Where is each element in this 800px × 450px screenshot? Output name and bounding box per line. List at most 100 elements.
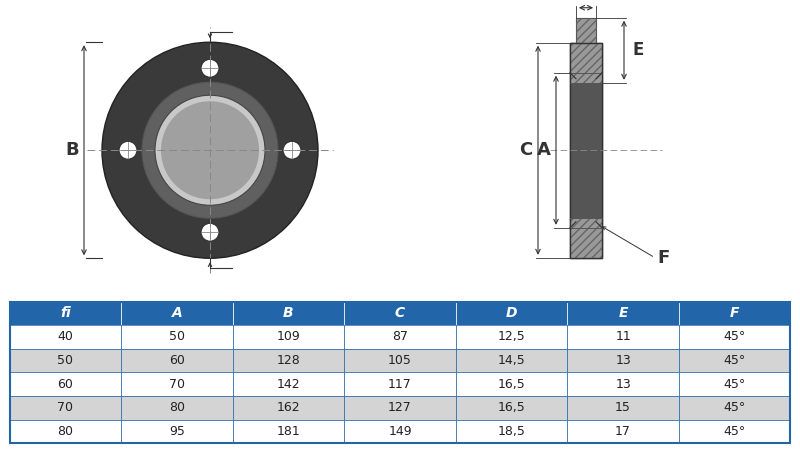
Bar xyxy=(10,325,121,349)
Bar xyxy=(233,325,344,349)
Bar xyxy=(121,419,233,443)
Text: 15: 15 xyxy=(615,401,631,414)
Circle shape xyxy=(201,223,219,241)
Text: 60: 60 xyxy=(169,354,185,367)
Text: 14,5: 14,5 xyxy=(498,354,526,367)
Bar xyxy=(567,373,679,396)
Bar xyxy=(576,18,596,43)
Bar xyxy=(10,419,121,443)
Bar xyxy=(344,325,456,349)
Bar xyxy=(121,325,233,349)
Bar xyxy=(456,302,567,325)
Text: 45°: 45° xyxy=(723,401,746,414)
Bar xyxy=(679,325,790,349)
Circle shape xyxy=(155,95,265,205)
Circle shape xyxy=(161,101,259,199)
Text: A: A xyxy=(537,141,551,159)
Text: 162: 162 xyxy=(277,401,300,414)
Bar xyxy=(121,302,233,325)
Bar xyxy=(344,302,456,325)
Text: 45°: 45° xyxy=(723,354,746,367)
Text: F: F xyxy=(657,249,670,267)
Text: 127: 127 xyxy=(388,401,412,414)
Text: 80: 80 xyxy=(169,401,185,414)
Text: 45°: 45° xyxy=(723,330,746,343)
Text: 149: 149 xyxy=(388,425,412,438)
Bar xyxy=(567,349,679,373)
Bar xyxy=(456,349,567,373)
Bar xyxy=(456,325,567,349)
Text: 142: 142 xyxy=(277,378,300,391)
Bar xyxy=(567,302,679,325)
Text: 45°: 45° xyxy=(723,425,746,438)
Bar xyxy=(456,373,567,396)
Text: B: B xyxy=(283,306,294,320)
Bar xyxy=(567,419,679,443)
Text: 60: 60 xyxy=(58,378,74,391)
Bar xyxy=(679,419,790,443)
Text: 11: 11 xyxy=(615,330,631,343)
Text: 128: 128 xyxy=(277,354,300,367)
Bar xyxy=(679,302,790,325)
Bar xyxy=(570,43,602,258)
Bar xyxy=(233,396,344,419)
Text: 16,5: 16,5 xyxy=(498,401,526,414)
Circle shape xyxy=(119,141,137,159)
Bar xyxy=(570,43,602,83)
Text: 80: 80 xyxy=(58,425,74,438)
Bar xyxy=(570,73,602,228)
Bar xyxy=(679,396,790,419)
Bar xyxy=(233,349,344,373)
Bar xyxy=(121,349,233,373)
Circle shape xyxy=(102,42,318,258)
Bar xyxy=(570,43,602,258)
Bar xyxy=(456,419,567,443)
Text: 40: 40 xyxy=(58,330,74,343)
Text: 181: 181 xyxy=(277,425,300,438)
Text: 17: 17 xyxy=(615,425,631,438)
Bar xyxy=(679,373,790,396)
Circle shape xyxy=(201,59,219,77)
Circle shape xyxy=(142,82,278,218)
Text: fi: fi xyxy=(60,306,70,320)
Text: 70: 70 xyxy=(169,378,185,391)
Bar xyxy=(344,419,456,443)
Bar xyxy=(576,18,596,43)
Bar xyxy=(10,396,121,419)
Bar xyxy=(570,218,602,258)
Bar xyxy=(121,373,233,396)
Bar xyxy=(344,373,456,396)
Text: A: A xyxy=(171,306,182,320)
Text: 117: 117 xyxy=(388,378,412,391)
Bar xyxy=(10,373,121,396)
Text: E: E xyxy=(633,41,644,59)
Bar xyxy=(121,396,233,419)
Circle shape xyxy=(283,141,301,159)
Text: 70: 70 xyxy=(58,401,74,414)
Text: C: C xyxy=(519,141,533,159)
Text: 87: 87 xyxy=(392,330,408,343)
Text: B: B xyxy=(65,141,79,159)
Bar xyxy=(570,218,602,258)
Bar xyxy=(344,349,456,373)
Text: F: F xyxy=(730,306,739,320)
Bar xyxy=(570,43,602,258)
Bar xyxy=(233,302,344,325)
Bar xyxy=(567,396,679,419)
Text: 109: 109 xyxy=(277,330,300,343)
Text: 13: 13 xyxy=(615,378,631,391)
Text: 50: 50 xyxy=(58,354,74,367)
Text: 95: 95 xyxy=(169,425,185,438)
Text: C: C xyxy=(395,306,405,320)
Bar xyxy=(567,325,679,349)
Bar xyxy=(344,396,456,419)
Bar xyxy=(679,349,790,373)
Text: 50: 50 xyxy=(169,330,185,343)
Bar xyxy=(570,43,602,83)
Bar xyxy=(233,419,344,443)
Text: 13: 13 xyxy=(615,354,631,367)
Text: 105: 105 xyxy=(388,354,412,367)
Bar xyxy=(233,373,344,396)
Bar xyxy=(10,302,121,325)
Bar xyxy=(10,349,121,373)
